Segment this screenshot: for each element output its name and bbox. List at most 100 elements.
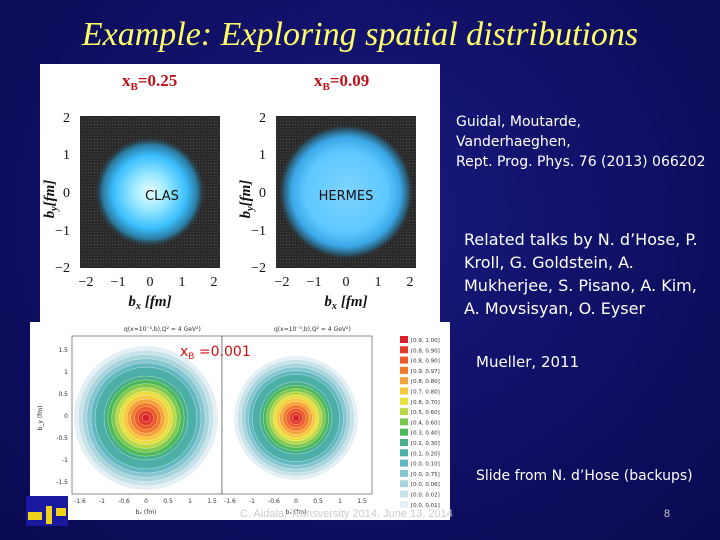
svg-text:1: 1 <box>64 369 68 376</box>
legend-swatch <box>400 366 408 374</box>
svg-text:0.5: 0.5 <box>313 498 323 505</box>
left-x-ticks: −2 −1 0 1 2 <box>79 275 218 290</box>
legend-label: [0.0, 0.02] <box>411 493 440 499</box>
legend-swatch <box>400 397 408 405</box>
clas-label: CLAS <box>145 189 179 204</box>
svg-text:1: 1 <box>338 498 342 505</box>
legend-label: [0.3, 0.40] <box>411 431 440 437</box>
bottom-y-ticks: 1.5 1 0.5 0 -0.5 -1 -1.5 <box>56 347 68 486</box>
bottom-figure-svg: q(x=10⁻³,b),Q² = 4 GeV²) q(x=10⁻³,b),Q² … <box>37 326 440 516</box>
svg-text:-1: -1 <box>249 498 255 505</box>
svg-text:−2: −2 <box>251 261 266 276</box>
legend-label: [0.0, 0.06] <box>411 482 440 488</box>
svg-text:−1: −1 <box>111 275 126 290</box>
legend-label: [0.1, 0.20] <box>411 451 440 457</box>
xb-001-label: xB =0.001 <box>180 344 251 362</box>
legend-label: [0.9, 0.97] <box>411 369 440 375</box>
xb-left-label: xB=0.25 <box>122 71 177 93</box>
legend-label: [0.8, 0.90] <box>411 359 440 365</box>
bottom-right-header: q(x=10⁻³,b),Q² = 4 GeV²) <box>274 326 351 333</box>
svg-text:1.5: 1.5 <box>357 498 367 505</box>
svg-text:-1.5: -1.5 <box>56 479 68 486</box>
svg-text:−2: −2 <box>55 261 70 276</box>
svg-text:-0.5: -0.5 <box>56 435 68 442</box>
legend-swatch <box>400 418 408 426</box>
legend-swatch <box>400 469 408 477</box>
svg-text:-0.6: -0.6 <box>268 498 280 505</box>
svg-text:-1: -1 <box>62 457 68 464</box>
bottom-right-x-ticks: -1.6 -1 -0.6 0 0.5 1 1.5 <box>224 498 367 505</box>
left-x-label: bx [fm] <box>128 294 171 312</box>
legend-label: [0.0, 0.01] <box>411 503 440 509</box>
contour-ring <box>142 414 150 422</box>
svg-text:0.5: 0.5 <box>163 498 173 505</box>
clas-distribution <box>94 136 206 248</box>
page-number: 8 <box>664 508 671 520</box>
legend-swatch <box>400 500 408 508</box>
legend-swatch <box>400 480 408 488</box>
svg-text:-1.6: -1.6 <box>224 498 236 505</box>
slide-source-note: Slide from N. d’Hose (backups) <box>476 468 693 484</box>
legend-label: [0.4, 0.60] <box>411 420 440 426</box>
legend-swatch <box>400 377 408 385</box>
svg-text:2: 2 <box>211 275 218 290</box>
reference-line: Vanderhaeghen, <box>456 134 571 150</box>
legend-swatch <box>400 346 408 354</box>
svg-text:1.5: 1.5 <box>58 347 68 354</box>
left-y-label: by[fm] <box>42 180 60 219</box>
svg-text:0: 0 <box>343 275 350 290</box>
legend-label: [0.0, 0.75] <box>411 472 440 478</box>
svg-text:1: 1 <box>179 275 186 290</box>
related-talks-line: Kroll, G. Goldstein, A. <box>464 253 634 272</box>
mueller-citation: Mueller, 2011 <box>476 353 580 371</box>
legend-swatch <box>400 449 408 457</box>
footer-text: C. Aidala, Transversity 2014, June 13, 2… <box>240 508 453 520</box>
legend-swatch <box>400 459 408 467</box>
svg-text:-0.6: -0.6 <box>118 498 130 505</box>
svg-text:2: 2 <box>63 111 70 126</box>
svg-text:0.5: 0.5 <box>58 391 68 398</box>
svg-text:1: 1 <box>259 148 266 163</box>
legend-swatch <box>400 336 408 343</box>
svg-text:1.5: 1.5 <box>207 498 217 505</box>
legend-label: [0.2, 0.30] <box>411 441 440 447</box>
legend-label: [0.9, 1.00] <box>411 338 440 344</box>
svg-text:−1: −1 <box>307 275 322 290</box>
svg-text:0: 0 <box>294 498 298 505</box>
top-figure-svg: xB=0.25 xB=0.09 2 1 0 −1 −2 2 1 0 −1 −2 … <box>42 71 416 312</box>
legend-swatch <box>400 408 408 416</box>
left-y-ticks: 2 1 0 −1 −2 <box>55 111 70 276</box>
bottom-figure: q(x=10⁻³,b),Q² = 4 GeV²) q(x=10⁻³,b),Q² … <box>30 322 450 520</box>
top-figure: xB=0.25 xB=0.09 2 1 0 −1 −2 2 1 0 −1 −2 … <box>40 64 440 322</box>
slide-title: Example: Exploring spatial distributions <box>81 16 639 53</box>
related-talks: Related talks by N. d’Hose, P. Kroll, G.… <box>464 228 716 320</box>
related-talks-line: Related talks by N. d’Hose, P. <box>464 230 698 249</box>
reference-citation: Guidal, Moutarde, Vanderhaeghen, Rept. P… <box>456 112 718 172</box>
svg-text:1: 1 <box>375 275 382 290</box>
bottom-left-header: q(x=10⁻³,b),Q² = 4 GeV²) <box>124 326 201 333</box>
legend-swatch <box>400 439 408 446</box>
legend-label: [0.8, 0.80] <box>411 379 440 385</box>
svg-text:0: 0 <box>147 275 154 290</box>
institution-logo <box>26 496 68 526</box>
xb-right-label: xB=0.09 <box>314 71 369 93</box>
svg-text:0: 0 <box>259 186 266 201</box>
reference-line: Guidal, Moutarde, <box>456 114 581 130</box>
bottom-left-x-label: bₓ (fm) <box>135 509 156 516</box>
contour-legend: [0.9, 1.00] [0.8, 0.90] [0.8, 0.90] [0.9, 0… <box>400 336 440 509</box>
reference-line: Rept. Prog. Phys. 76 (2013) 066202 <box>456 154 706 170</box>
bottom-y-label: b_y (fm) <box>37 406 44 431</box>
svg-text:0: 0 <box>63 186 70 201</box>
bottom-left-x-ticks: -1.6 -1 -0.6 0 0.5 1 1.5 <box>74 498 217 505</box>
svg-text:0: 0 <box>144 498 148 505</box>
svg-text:1: 1 <box>188 498 192 505</box>
legend-label: [0.8, 0.90] <box>411 348 440 354</box>
legend-label: [0.8, 0.70] <box>411 400 440 406</box>
legend-swatch <box>400 387 408 395</box>
legend-label: [0.0, 0.10] <box>411 462 440 468</box>
hermes-label: HERMES <box>319 189 374 204</box>
legend-swatch <box>400 356 408 364</box>
bottom-left-contours <box>73 345 219 491</box>
svg-text:−1: −1 <box>55 224 70 239</box>
svg-text:2: 2 <box>259 111 266 126</box>
